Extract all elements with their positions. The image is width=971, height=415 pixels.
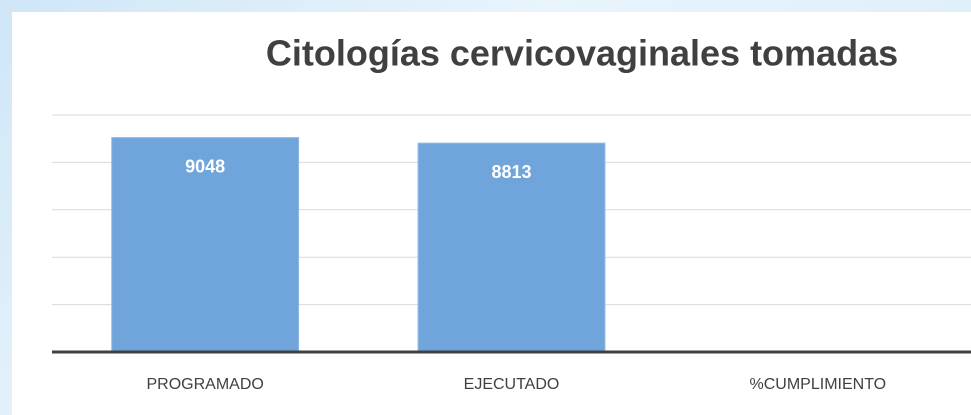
x-tick-label: EJECUTADO <box>464 376 560 393</box>
bar <box>111 137 300 353</box>
data-label: 8813 <box>491 162 531 182</box>
chart-title: Citologías cervicovaginales tomadas <box>266 33 898 74</box>
bar <box>417 142 606 353</box>
x-tick-label: PROGRAMADO <box>146 376 263 393</box>
x-tick-label: %CUMPLIMIENTO <box>750 376 887 393</box>
data-label: 9048 <box>185 156 225 176</box>
